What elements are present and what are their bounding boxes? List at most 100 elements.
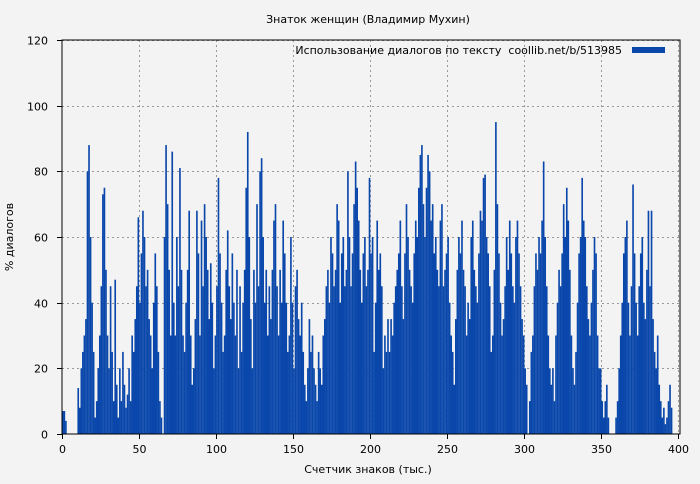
bar [192, 368, 195, 434]
bar [348, 237, 351, 434]
bar [481, 220, 483, 434]
bar [544, 237, 547, 434]
bar [223, 335, 226, 434]
bar [670, 407, 673, 434]
bar [229, 319, 232, 434]
bar [77, 388, 80, 434]
bar [333, 286, 335, 434]
bar [616, 401, 619, 434]
bar [487, 253, 489, 434]
chart-title: Знаток женщин (Владимир Мухин) [266, 13, 470, 26]
bar [183, 351, 186, 434]
bar [171, 151, 174, 434]
bar [143, 237, 146, 434]
bar [439, 220, 442, 434]
bar [172, 302, 175, 434]
bar [205, 237, 207, 434]
bar [401, 286, 403, 434]
bar [661, 417, 664, 434]
bar [655, 368, 657, 434]
y-tick-label: 40 [34, 298, 48, 311]
y-tick-label: 80 [34, 166, 48, 179]
bar [464, 286, 466, 434]
bar [553, 401, 556, 434]
bar [216, 286, 218, 434]
bar [114, 279, 117, 434]
bar [347, 171, 349, 435]
bar [160, 417, 163, 434]
bar [214, 335, 217, 434]
bar [339, 302, 342, 434]
bar [521, 319, 523, 434]
y-tick-label: 120 [27, 35, 48, 48]
bar [203, 204, 206, 434]
bar [587, 319, 590, 434]
bar [381, 286, 383, 434]
bar [382, 368, 385, 434]
x-tick-label: 150 [283, 443, 304, 456]
bar [189, 335, 192, 434]
bar [495, 122, 497, 434]
bar [649, 286, 651, 434]
bar [100, 286, 103, 434]
bar [123, 384, 126, 434]
bar [245, 187, 248, 434]
bar [200, 220, 203, 434]
bar [85, 319, 87, 434]
bar [627, 302, 630, 434]
bar [239, 286, 241, 434]
bar [545, 286, 548, 434]
bar [83, 335, 86, 434]
bar [125, 407, 127, 434]
bar [410, 286, 412, 434]
bar [191, 384, 194, 434]
bar [615, 417, 617, 434]
bar [208, 319, 211, 434]
bar [327, 269, 329, 434]
bar [377, 269, 380, 434]
bar [582, 220, 585, 434]
bar [119, 368, 121, 434]
bar [479, 210, 482, 434]
bar [222, 351, 224, 434]
bar [552, 368, 554, 434]
bar [323, 319, 326, 434]
bar [436, 269, 439, 434]
bar [413, 253, 416, 434]
bar [370, 253, 372, 434]
bar [593, 237, 596, 434]
bar [297, 319, 300, 434]
bar [145, 286, 147, 434]
bar [496, 204, 499, 434]
bar [635, 302, 637, 434]
y-tick-label: 60 [34, 232, 48, 245]
bar [465, 335, 468, 434]
bar [505, 237, 508, 434]
bar [666, 417, 668, 434]
bar [624, 237, 627, 434]
bar [394, 286, 397, 434]
bar [319, 368, 322, 434]
bar [456, 269, 459, 434]
bar [532, 335, 534, 434]
bar [294, 286, 297, 434]
bar [109, 286, 112, 434]
bar [359, 269, 362, 434]
bar [353, 204, 355, 434]
bar [482, 177, 485, 434]
bar [194, 319, 197, 434]
bar [391, 335, 394, 434]
bar [558, 269, 560, 434]
bar [388, 351, 391, 434]
bar [638, 286, 641, 434]
bar [320, 384, 323, 434]
bar [135, 286, 138, 434]
bar [622, 253, 625, 434]
bar [345, 269, 348, 434]
bar [151, 368, 154, 434]
bar [120, 401, 123, 434]
bar [199, 335, 201, 434]
bar [277, 335, 280, 434]
bar [476, 302, 479, 434]
